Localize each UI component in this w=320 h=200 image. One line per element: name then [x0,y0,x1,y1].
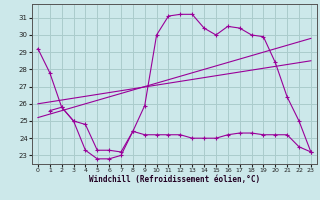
X-axis label: Windchill (Refroidissement éolien,°C): Windchill (Refroidissement éolien,°C) [89,175,260,184]
